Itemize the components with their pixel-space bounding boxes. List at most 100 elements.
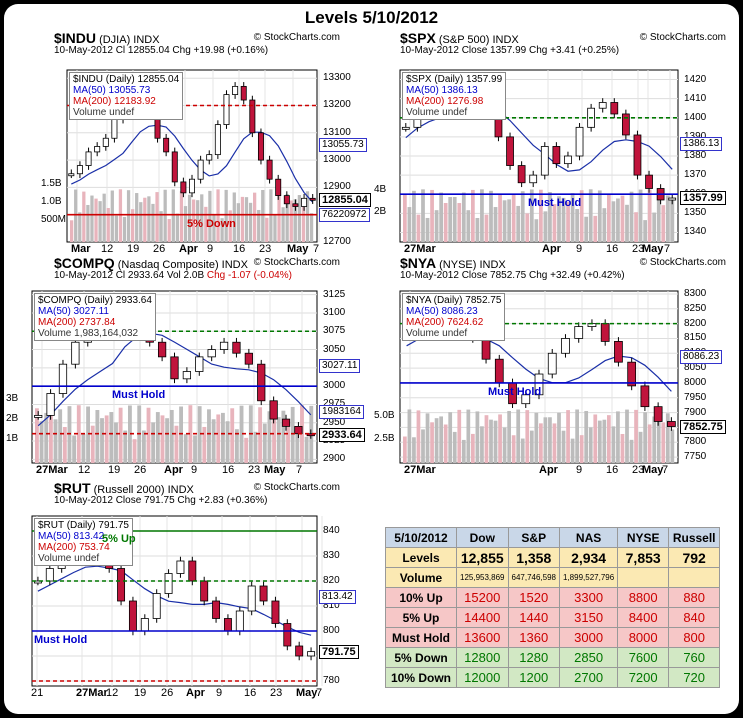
volume-bar <box>434 210 439 242</box>
legend-volume: Volume 1,983,164,032 <box>38 328 139 339</box>
y-tick-label: 3100 <box>323 306 346 318</box>
table-cell: 8400 <box>617 607 670 628</box>
column-header: NAS <box>558 527 619 548</box>
volume-bar <box>244 197 249 242</box>
table-cell: 1520 <box>507 587 560 608</box>
x-tick-label: 7 <box>296 464 303 476</box>
table-cell: 2,934 <box>558 547 619 568</box>
price-tag: 76220972 <box>319 207 370 222</box>
candle <box>574 326 584 339</box>
candle <box>102 137 109 147</box>
candle <box>219 341 229 350</box>
index-name: (S&P 500) INDX <box>435 34 519 46</box>
x-tick-label: Apr <box>542 243 561 255</box>
volume-bar <box>493 420 498 463</box>
row-label: Must Hold <box>385 627 457 648</box>
row-label: 5% Down <box>385 647 457 668</box>
volume-bar <box>625 409 629 463</box>
price-tag: 791.75 <box>319 644 359 659</box>
y-tick-label: 810 <box>323 600 340 611</box>
x-tick-label: 16 <box>244 687 257 699</box>
volume-bar <box>193 435 197 463</box>
candle <box>561 338 570 354</box>
chart-svg <box>399 290 679 464</box>
volume-bar <box>132 439 137 463</box>
price-tag: 1983164 <box>319 404 364 419</box>
volume-bar <box>611 426 616 463</box>
candle <box>68 173 75 177</box>
level-annotation: Must Hold <box>112 389 166 402</box>
table-cell: 1200 <box>507 667 560 688</box>
candle <box>58 363 68 394</box>
volume-bar <box>269 189 273 242</box>
table-cell: 2850 <box>558 647 619 668</box>
volume-bar <box>529 430 534 463</box>
x-tick-label: 9 <box>207 243 214 255</box>
volume-bar <box>638 431 643 463</box>
volume-bar <box>175 213 179 242</box>
y-tick-label: 2900 <box>323 453 346 465</box>
volume-bar <box>281 207 285 242</box>
table-cell: 1,358 <box>507 547 560 568</box>
volume-bar <box>265 217 269 242</box>
table-row: 10% Up 15200 1520 3300 8800 880 <box>385 587 721 608</box>
table-row: 5% Up 14400 1440 3150 8400 840 <box>385 607 721 628</box>
candle <box>128 600 137 632</box>
volume-bar <box>82 191 86 242</box>
volume-bar <box>471 433 475 463</box>
volume-bar <box>123 430 128 463</box>
x-tick-label: 19 <box>134 687 147 699</box>
x-tick-label: 27Mar <box>404 243 436 255</box>
volume-bar <box>656 418 661 463</box>
candle <box>283 195 290 205</box>
table-cell: 3150 <box>558 607 619 628</box>
volume-bar <box>616 198 620 242</box>
volume-bar <box>611 201 616 242</box>
candle <box>294 426 303 435</box>
chart-panel-compq: $COMPQ (Nasdaq Composite) INDX © StockCha… <box>6 255 370 477</box>
volume-bar <box>588 189 593 242</box>
candle <box>540 146 549 176</box>
table-cell: 792 <box>668 547 721 568</box>
volume-bar <box>425 413 430 463</box>
chart-legend: $SPX (Daily) 1357.99 MA(50) 1386.13 MA(200… <box>402 72 507 120</box>
volume-bar <box>304 436 309 463</box>
volume-bar <box>448 197 453 242</box>
volume-bar <box>293 199 297 242</box>
x-tick-label: 23 <box>270 687 283 699</box>
volume-bar <box>202 426 207 463</box>
y-tick-label: 8150 <box>684 332 707 344</box>
volume-bar <box>466 210 471 242</box>
legend-volume: Volume undef <box>406 107 468 118</box>
volume-bar <box>155 412 160 463</box>
volume-bar <box>516 409 521 463</box>
y-tick-label: 780 <box>323 675 340 686</box>
volume-bar <box>114 215 118 242</box>
y-tick-label: 2950 <box>323 416 346 428</box>
volume-bar <box>439 416 443 463</box>
candle <box>506 136 514 166</box>
candle <box>206 154 213 161</box>
volume-bar <box>629 439 634 463</box>
row-label: 5% Up <box>385 607 457 628</box>
candle <box>176 560 185 574</box>
volume-bar <box>183 206 188 242</box>
table-cell: 1440 <box>507 607 560 628</box>
volume-bar <box>131 209 135 242</box>
x-tick-label: 16 <box>606 243 619 255</box>
candle <box>214 124 221 156</box>
volume-bar <box>584 216 589 242</box>
volume-bar <box>196 200 200 242</box>
volume-bar <box>135 193 139 242</box>
y-tick-label: 1390 <box>684 131 706 142</box>
legend-ma200: MA(200) 1276.98 <box>406 96 484 107</box>
y-tick-label: 1420 <box>684 73 707 85</box>
y-tick-label: 7800 <box>684 436 707 448</box>
volume-tick-label: 3B <box>6 393 19 404</box>
y-tick-label: 830 <box>323 550 340 561</box>
volume-bar <box>416 214 421 242</box>
candle <box>164 573 173 594</box>
chart-legend: $NYA (Daily) 7852.75 MA(50) 8086.23 MA(200… <box>402 293 506 341</box>
table-cell <box>617 567 670 588</box>
volume-bar <box>261 189 265 242</box>
